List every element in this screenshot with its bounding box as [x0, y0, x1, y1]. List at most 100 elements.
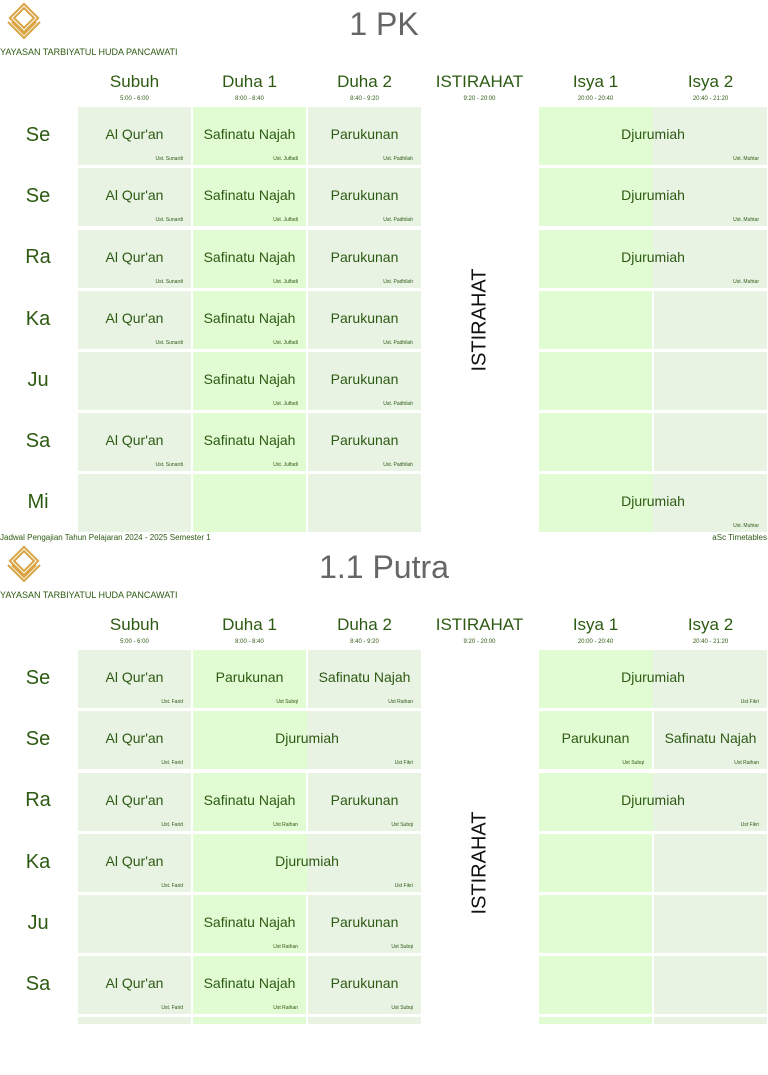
col-isya1: Isya 1 20:00 - 20:40 [572, 72, 619, 102]
lesson-cell[interactable]: Djurumiah Ust. Muhtar [539, 474, 767, 532]
break-column: ISTIRAHAT [422, 107, 537, 532]
lesson-cell[interactable]: Djurumiah Ust Fikri [193, 711, 421, 769]
empty-cell [308, 474, 421, 532]
day-label: Sa [25, 430, 51, 452]
day-label: Ra [25, 246, 51, 268]
col-subuh: Subuh 5:00 - 6:00 [109, 615, 160, 645]
empty-cell [654, 413, 767, 471]
page-title: 1 PK [349, 6, 419, 42]
lesson-cell[interactable]: Parukunan Ust. Padhilah [308, 413, 421, 471]
lesson-cell[interactable]: Al Qur'an Ust. Farid [78, 834, 191, 892]
empty-cell [193, 1017, 306, 1024]
empty-cell [654, 1017, 767, 1024]
day-label: Mi [27, 491, 49, 513]
lesson-cell[interactable]: Safinatu Najah Ust. Julfadi [193, 413, 306, 471]
empty-cell [193, 474, 306, 532]
day-label: Ka [25, 308, 51, 330]
break-column: ISTIRAHAT [422, 650, 537, 1075]
lesson-cell[interactable]: Djurumiah Ust Fikri [539, 773, 767, 831]
org-name: YAYASAN TARBIYATUL HUDA PANCAWATI [0, 590, 178, 600]
lesson-cell[interactable]: Safinatu Najah Ust. Julfadi [193, 168, 306, 226]
lesson-cell[interactable]: Djurumiah Ust. Muhtar [539, 230, 767, 288]
day-label: Ka [25, 851, 51, 873]
lesson-cell[interactable]: Al Qur'an Ust. Sunardi [78, 230, 191, 288]
day-label: Se [25, 728, 51, 750]
org-name: YAYASAN TARBIYATUL HUDA PANCAWATI [0, 47, 178, 57]
lesson-cell[interactable]: Safinatu Najah Ust Raihan [308, 650, 421, 708]
break-label: ISTIRAHAT [468, 811, 490, 914]
col-isya2: Isya 2 20:40 - 21:20 [687, 615, 734, 645]
empty-cell [654, 956, 767, 1014]
empty-cell [78, 1017, 191, 1024]
col-isya1: Isya 1 20:00 - 20:40 [572, 615, 619, 645]
foundation-logo [7, 2, 41, 40]
empty-cell [78, 352, 191, 410]
lesson-cell[interactable]: Al Qur'an Ust. Sunardi [78, 107, 191, 165]
lesson-cell[interactable]: Djurumiah Ust Fikri [193, 834, 421, 892]
empty-cell [654, 895, 767, 953]
col-duha2: Duha 2 8:40 - 9:20 [337, 72, 392, 102]
lesson-cell[interactable]: Safinatu Najah Ust Raihan [654, 711, 767, 769]
lesson-cell[interactable]: Parukunan Ust. Padhilah [308, 230, 421, 288]
lesson-cell[interactable]: Parukunan Ust. Padhilah [308, 291, 421, 349]
col-duha1: Duha 1 8:00 - 8:40 [222, 72, 277, 102]
empty-cell [654, 291, 767, 349]
day-label: Se [25, 124, 51, 146]
empty-cell [78, 474, 191, 532]
lesson-cell[interactable]: Safinatu Najah Ust Raihan [193, 895, 306, 953]
day-label: Ju [27, 369, 49, 391]
lesson-cell[interactable]: Safinatu Najah Ust. Julfadi [193, 230, 306, 288]
empty-cell [539, 956, 652, 1014]
lesson-cell[interactable]: Al Qur'an Ust. Sunardi [78, 413, 191, 471]
lesson-cell[interactable]: Al Qur'an Ust. Farid [78, 773, 191, 831]
footer-text: Jadwal Pengajian Tahun Pelajaran 2024 - … [0, 533, 211, 542]
footer-brand: aSc Timetables [712, 533, 767, 542]
day-label: Sa [25, 973, 51, 995]
lesson-cell[interactable]: Parukunan Ust Subqi [193, 650, 306, 708]
col-duha1: Duha 1 8:00 - 8:40 [222, 615, 277, 645]
empty-cell [654, 352, 767, 410]
empty-cell [539, 291, 652, 349]
empty-cell [539, 834, 652, 892]
lesson-cell[interactable]: Djurumiah Ust Fikri [539, 650, 767, 708]
lesson-cell[interactable]: Al Qur'an Ust. Sunardi [78, 291, 191, 349]
col-duha2: Duha 2 8:40 - 9:20 [337, 615, 392, 645]
lesson-cell[interactable]: Al Qur'an Ust. Sunardi [78, 168, 191, 226]
lesson-cell[interactable]: Safinatu Najah Ust. Julfadi [193, 291, 306, 349]
empty-cell [539, 895, 652, 953]
empty-cell [539, 352, 652, 410]
lesson-cell[interactable]: Parukunan Ust Subqi [308, 895, 421, 953]
lesson-cell[interactable]: Djurumiah Ust. Muhtar [539, 107, 767, 165]
foundation-logo [7, 545, 41, 583]
col-subuh: Subuh 5:00 - 6:00 [109, 72, 160, 102]
lesson-cell[interactable]: Al Qur'an Ust. Farid [78, 956, 191, 1014]
col-istirahat: ISTIRAHAT 9:20 - 20:00 [435, 72, 524, 102]
timetable-1pk: YAYASAN TARBIYATUL HUDA PANCAWATI 1 PK S… [0, 2, 767, 542]
lesson-cell[interactable]: Al Qur'an Ust. Farid [78, 650, 191, 708]
lesson-cell[interactable]: Safinatu Najah Ust Raihan [193, 773, 306, 831]
break-label: ISTIRAHAT [468, 268, 490, 371]
page-title: 1.1 Putra [319, 549, 449, 585]
lesson-cell[interactable]: Parukunan Ust Subqi [308, 956, 421, 1014]
day-label: Ju [27, 912, 49, 934]
col-isya2: Isya 2 20:40 - 21:20 [687, 72, 734, 102]
day-label: Ra [25, 789, 51, 811]
empty-cell [78, 895, 191, 953]
lesson-cell[interactable]: Safinatu Najah Ust. Julfadi [193, 352, 306, 410]
lesson-cell[interactable]: Parukunan Ust. Padhilah [308, 168, 421, 226]
lesson-cell[interactable]: Safinatu Najah Ust. Julfadi [193, 107, 306, 165]
lesson-cell[interactable]: Al Qur'an Ust. Farid [78, 711, 191, 769]
col-istirahat: ISTIRAHAT 9:20 - 20:00 [435, 615, 524, 645]
day-label: Se [25, 185, 51, 207]
timetable-1-1-putra: YAYASAN TARBIYATUL HUDA PANCAWATI 1.1 Pu… [0, 543, 768, 1024]
empty-cell [539, 413, 652, 471]
lesson-cell[interactable]: Parukunan Ust. Padhilah [308, 107, 421, 165]
empty-cell [308, 1017, 421, 1024]
empty-cell [654, 834, 767, 892]
lesson-cell[interactable]: Parukunan Ust. Padhilah [308, 352, 421, 410]
lesson-cell[interactable]: Djurumiah Ust. Muhtar [539, 168, 767, 226]
lesson-cell[interactable]: Safinatu Najah Ust Raihan [193, 956, 306, 1014]
day-label: Se [25, 667, 51, 689]
lesson-cell[interactable]: Parukunan Ust Subqi [308, 773, 421, 831]
lesson-cell[interactable]: Parukunan Ust Subqi [539, 711, 652, 769]
